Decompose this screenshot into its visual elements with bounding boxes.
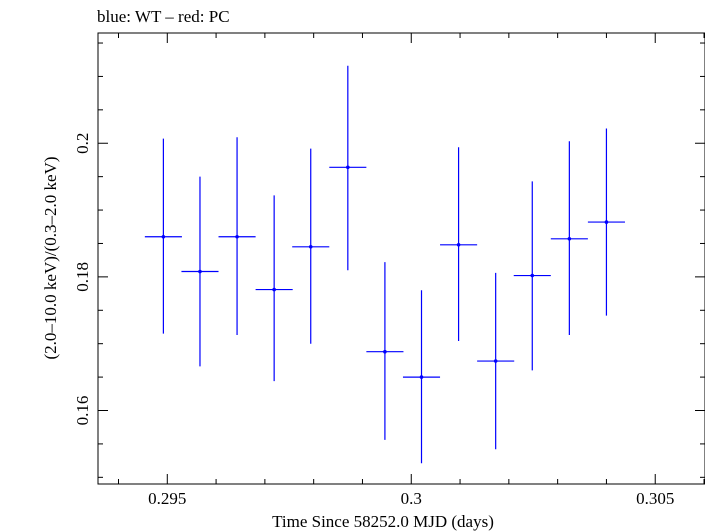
point-marker (198, 269, 202, 274)
point-marker (272, 287, 276, 292)
data-point (550, 141, 588, 336)
data-points (144, 65, 625, 464)
data-point (513, 181, 551, 371)
x-axis-label: Time Since 58252.0 MJD (days) (272, 512, 494, 531)
point-marker (308, 245, 313, 249)
point-marker (346, 165, 350, 170)
x-tick-label: 0.3 (401, 489, 422, 508)
data-point (218, 137, 256, 336)
point-marker (604, 220, 609, 224)
point-marker (419, 375, 424, 379)
point-marker (161, 234, 166, 239)
point-marker (456, 243, 461, 247)
data-point (329, 65, 367, 271)
point-marker (235, 234, 239, 239)
data-point (366, 262, 404, 440)
point-marker (493, 359, 498, 363)
y-tick-label: 0.16 (73, 396, 92, 426)
data-point (292, 148, 330, 344)
data-point (587, 128, 625, 316)
axis-ticks: 0.295 0.3 0.305 0.16 0.18 0.2 (73, 33, 705, 508)
y-axis-label: (2.0–10.0 keV)/(0.3–2.0 keV) (41, 156, 60, 359)
data-point (402, 290, 441, 464)
data-point (440, 147, 478, 342)
data-point (181, 176, 219, 367)
y-tick-label: 0.2 (73, 133, 92, 154)
data-point (477, 272, 515, 450)
point-marker (567, 236, 572, 241)
point-marker (530, 273, 535, 278)
x-tick-label: 0.295 (148, 489, 186, 508)
data-point (255, 195, 293, 382)
chart-title: blue: WT – red: PC (97, 7, 230, 26)
plot-frame (97, 32, 705, 485)
point-marker (383, 349, 387, 354)
x-tick-label: 0.305 (636, 489, 674, 508)
data-point (144, 138, 182, 334)
y-tick-label: 0.18 (73, 262, 92, 292)
